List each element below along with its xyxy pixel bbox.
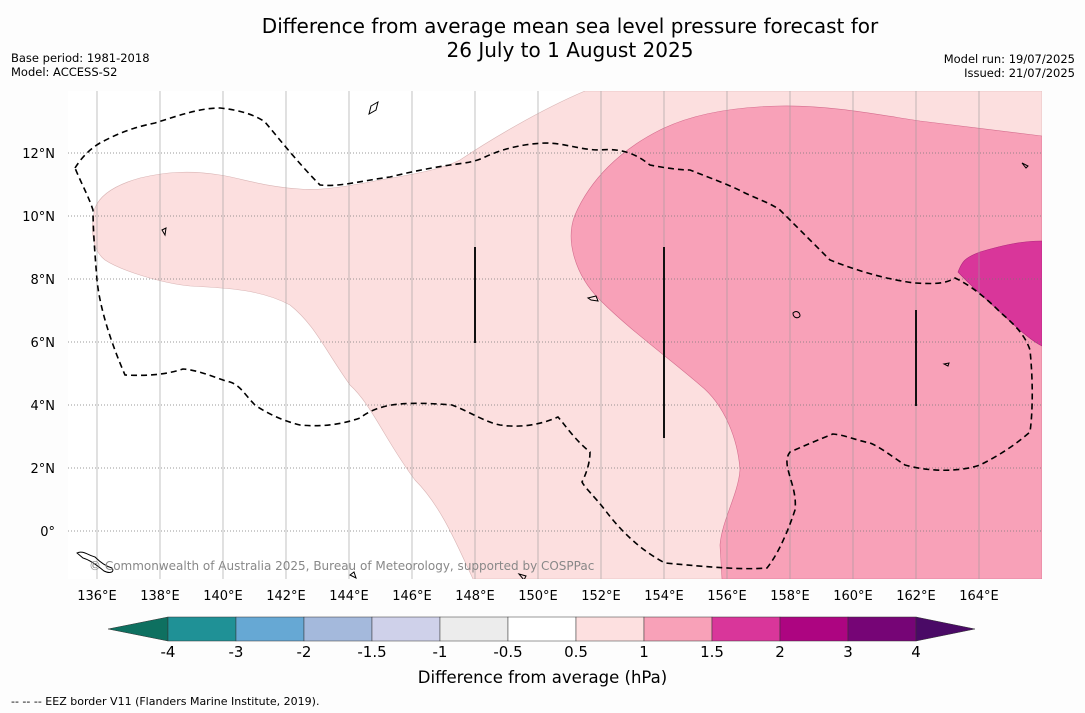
longitude-label: 154°E — [644, 589, 684, 604]
colorbar-tick-label: -1.5 — [357, 643, 387, 661]
model-text: Model: ACCESS-S2 — [11, 65, 118, 79]
island-pohnpei — [792, 311, 801, 319]
colorbar-segment — [507, 616, 577, 642]
colorbar-tick-label: -1 — [432, 643, 448, 661]
footnote: -- -- -- EEZ border V11 (Flanders Marine… — [11, 695, 320, 708]
colorbar — [107, 616, 976, 642]
island-islet — [1021, 162, 1029, 169]
colorbar-segment — [371, 616, 441, 642]
colorbar-segment — [711, 616, 781, 642]
island-islet — [161, 227, 167, 237]
meta-right: Model run: 19/07/2025 Issued: 21/07/2025 — [944, 52, 1075, 80]
issued-text: Issued: 21/07/2025 — [964, 66, 1075, 80]
colorbar-segment — [167, 616, 237, 642]
copyright-text: © Commonwealth of Australia 2025, Bureau… — [89, 559, 594, 573]
island-guam — [368, 100, 379, 116]
colorbar-segment — [575, 616, 645, 642]
latitude-labels: 12°N 10°N 8°N 6°N 4°N 2°N 0° — [22, 147, 55, 540]
colorbar-tick-label: -2 — [296, 643, 312, 661]
colorbar-tick-label: 1.5 — [700, 643, 724, 661]
map-title-line-1: Difference from average mean sea level p… — [261, 14, 879, 38]
latitude-label: 4°N — [31, 399, 56, 414]
longitude-label: 162°E — [896, 589, 936, 604]
anomaly-region-1-to-1.5 — [570, 105, 1042, 579]
colorbar-tick-label: 0.5 — [564, 643, 588, 661]
longitude-label: 142°E — [266, 589, 306, 604]
latitude-label: 0° — [40, 525, 55, 540]
latitude-label: 8°N — [31, 273, 56, 288]
island-outlines — [76, 100, 1029, 579]
longitude-label: 152°E — [581, 589, 621, 604]
latitude-label: 2°N — [31, 462, 56, 477]
colorbar-segment — [303, 616, 373, 642]
colorbar-title: Difference from average (hPa) — [417, 668, 668, 687]
longitude-label: 156°E — [707, 589, 747, 604]
island-islet — [517, 573, 527, 579]
longitude-label: 146°E — [392, 589, 432, 604]
wind-anomaly-bars — [474, 247, 917, 438]
colorbar-tick-label: -3 — [228, 643, 244, 661]
colorbar-segment — [847, 616, 917, 642]
latitude-gridlines — [68, 152, 1042, 532]
map-area — [68, 91, 1042, 579]
model-run-text: Model run: 19/07/2025 — [943, 52, 1075, 66]
colorbar-segment — [439, 616, 509, 642]
latitude-label: 6°N — [31, 336, 56, 351]
eez-border-west — [74, 107, 1034, 570]
colorbar-segment — [779, 616, 849, 642]
colorbar-tick-label: 2 — [775, 643, 785, 661]
meta-left: Base period: 1981-2018 Model: ACCESS-S2 — [11, 51, 150, 79]
island-chuuk — [586, 295, 599, 302]
longitude-label: 160°E — [833, 589, 873, 604]
longitude-label: 138°E — [140, 589, 180, 604]
colorbar-tick-label: 1 — [639, 643, 649, 661]
longitude-labels: 136°E 138°E 140°E 142°E 144°E 146°E 148°E 150°E… — [77, 589, 999, 604]
map-title: Difference from average mean sea level p… — [0, 14, 1085, 62]
longitude-label: 148°E — [455, 589, 495, 604]
colorbar-tick-label: 4 — [911, 643, 921, 661]
latitude-label: 10°N — [22, 210, 55, 225]
base-period-text: Base period: 1981-2018 — [11, 51, 150, 65]
island-new-guinea-coast — [76, 551, 114, 573]
island-kosrae — [942, 362, 950, 367]
colorbar-under-arrow — [107, 616, 169, 642]
longitude-label: 158°E — [770, 589, 810, 604]
colorbar-segment — [643, 616, 713, 642]
longitude-label: 150°E — [518, 589, 558, 604]
map-title-line-2: 26 July to 1 August 2025 — [446, 38, 694, 62]
colorbar-segment — [235, 616, 305, 642]
colorbar-tick-label: 3 — [843, 643, 853, 661]
latitude-label: 12°N — [22, 147, 55, 162]
colorbar-tick-label: -0.5 — [493, 643, 523, 661]
island-islet — [349, 571, 357, 579]
colorbar-over-arrow — [915, 616, 976, 642]
colorbar-tick-label: -4 — [160, 643, 176, 661]
longitude-label: 136°E — [77, 589, 117, 604]
longitude-label: 140°E — [203, 589, 243, 604]
longitude-label: 144°E — [329, 589, 369, 604]
longitude-label: 164°E — [959, 589, 999, 604]
